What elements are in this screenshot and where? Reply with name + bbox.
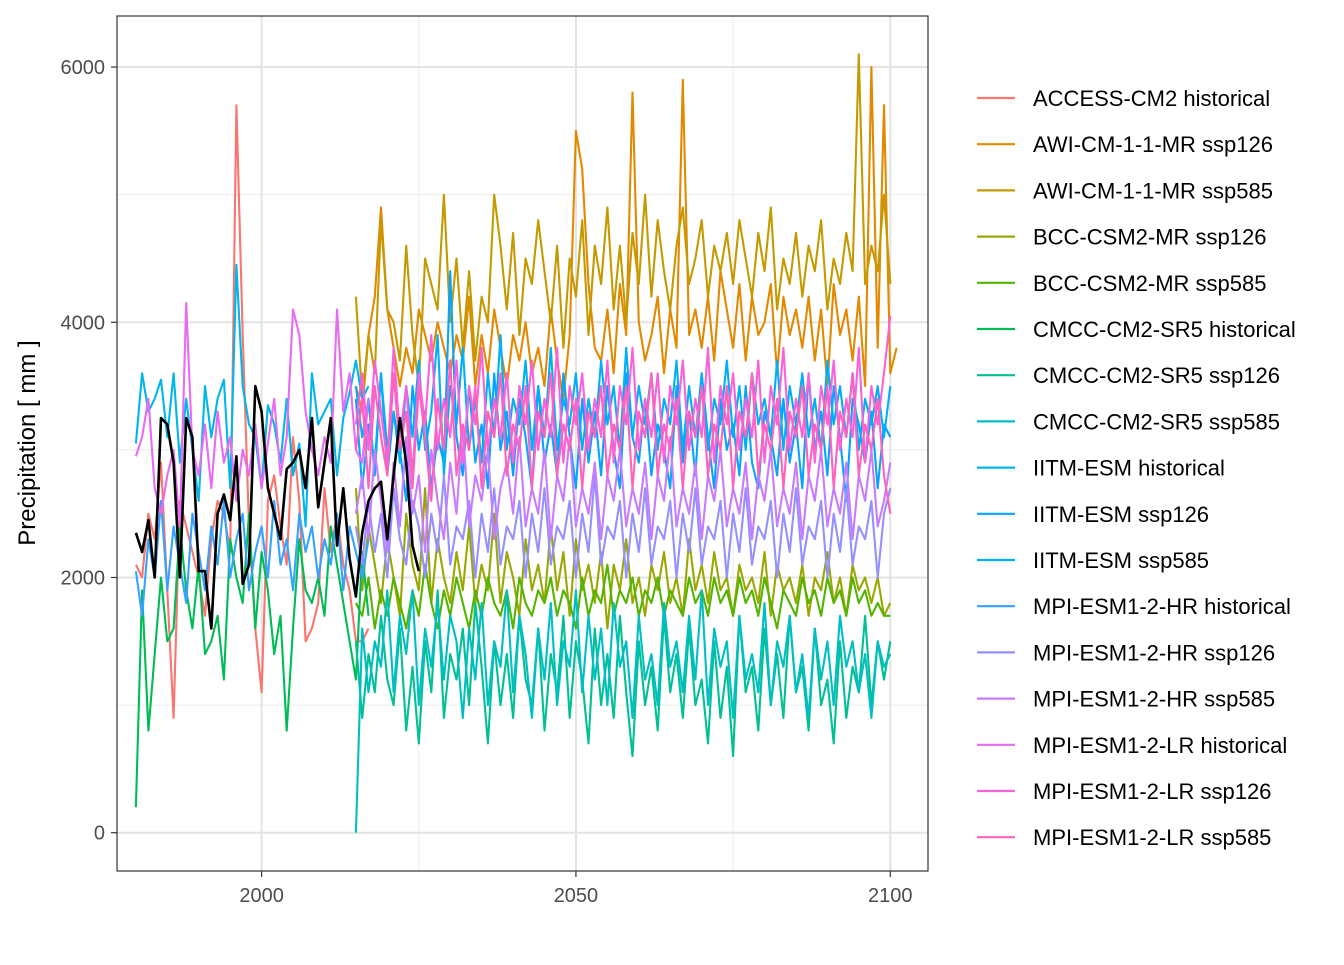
grid-lines bbox=[117, 16, 928, 871]
series-line-mpi-esm1-2-hr-ssp126 bbox=[354, 474, 892, 579]
legend-label: CMCC-CM2-SR5 historical bbox=[1033, 317, 1296, 342]
series-line-iitm-esm-historical bbox=[134, 263, 370, 528]
series-line-mpi-esm1-2-lr-ssp126 bbox=[354, 315, 892, 477]
legend-label: CMCC-CM2-SR5 ssp585 bbox=[1033, 409, 1280, 434]
series-line-awi-cm-1-1-mr-ssp126 bbox=[354, 65, 898, 413]
x-axis: 2000 2050 2100 bbox=[239, 871, 913, 907]
y-tick-label: 2000 bbox=[61, 567, 106, 589]
plot-area: 2000 2050 2100 0 2000 4000 6000 bbox=[61, 15, 929, 907]
series-line-observed bbox=[134, 384, 421, 630]
y-tick-label: 6000 bbox=[61, 57, 106, 79]
legend-label: MPI-ESM1-2-LR historical bbox=[1033, 733, 1287, 758]
series-line-mpi-esm1-2-hr-historical bbox=[134, 499, 370, 617]
x-tick-label: 2100 bbox=[868, 885, 913, 907]
legend-label: ACCESS-CM2 historical bbox=[1033, 86, 1270, 111]
legend-label: IITM-ESM ssp585 bbox=[1033, 548, 1209, 573]
legend-label: MPI-ESM1-2-LR ssp585 bbox=[1033, 825, 1271, 850]
series-line-cmcc-cm2-sr5-ssp585 bbox=[354, 589, 892, 833]
legend-label: CMCC-CM2-SR5 ssp126 bbox=[1033, 363, 1280, 388]
series-line-awi-cm-1-1-mr-ssp585 bbox=[354, 53, 892, 400]
series-line-bcc-csm2-mr-ssp585 bbox=[354, 563, 891, 630]
legend-label: AWI-CM-1-1-MR ssp126 bbox=[1033, 132, 1273, 157]
legend-label: MPI-ESM1-2-HR historical bbox=[1033, 594, 1291, 619]
legend-label: MPI-ESM1-2-HR ssp126 bbox=[1033, 640, 1275, 665]
x-tick-label: 2000 bbox=[239, 885, 284, 907]
y-tick-label: 0 bbox=[94, 823, 105, 845]
legend-label: MPI-ESM1-2-LR ssp126 bbox=[1033, 779, 1271, 804]
legend-label: BCC-CSM2-MR ssp126 bbox=[1033, 225, 1267, 250]
y-axis-title: Precipitation [ mm ] bbox=[14, 340, 41, 545]
series-line-bcc-csm2-mr-ssp126 bbox=[354, 487, 892, 630]
legend-label: MPI-ESM1-2-HR ssp585 bbox=[1033, 687, 1275, 712]
panel-border bbox=[116, 15, 929, 872]
x-tick-label: 2050 bbox=[554, 885, 599, 907]
series-line-mpi-esm1-2-hr-ssp585 bbox=[354, 423, 892, 554]
series-line-mpi-esm1-2-lr-ssp585 bbox=[354, 359, 892, 514]
legend-label: IITM-ESM historical bbox=[1033, 456, 1225, 481]
y-axis: 0 2000 4000 6000 bbox=[61, 57, 117, 845]
series-lines bbox=[134, 53, 898, 833]
legend-label: IITM-ESM ssp126 bbox=[1033, 502, 1209, 527]
legend: ACCESS-CM2 historical AWI-CM-1-1-MR ssp12… bbox=[977, 86, 1296, 850]
legend-label: AWI-CM-1-1-MR ssp585 bbox=[1033, 178, 1273, 203]
legend-label: BCC-CSM2-MR ssp585 bbox=[1033, 271, 1267, 296]
y-tick-label: 4000 bbox=[61, 312, 106, 334]
